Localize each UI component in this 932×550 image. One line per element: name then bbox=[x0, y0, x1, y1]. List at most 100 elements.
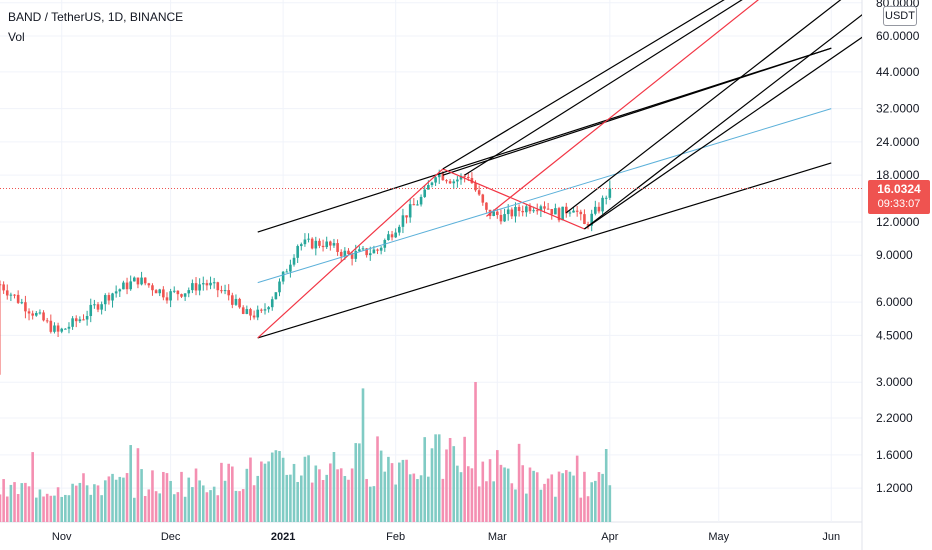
candle-body bbox=[267, 307, 270, 310]
candle-body bbox=[183, 293, 187, 297]
candle-body bbox=[53, 325, 56, 332]
volume-bar bbox=[180, 471, 183, 522]
candle-body bbox=[608, 188, 612, 198]
volume-bar bbox=[376, 436, 379, 522]
candle-body bbox=[85, 316, 89, 320]
volume-bar bbox=[543, 483, 546, 522]
price-axis: 1.2000 1.6000 2.2000 3.0000 4.5000 6.0000 9.00… bbox=[876, 0, 920, 495]
volume-bar bbox=[572, 475, 575, 522]
candle-body bbox=[594, 206, 597, 214]
volume-bar bbox=[343, 476, 347, 522]
candle-body bbox=[303, 239, 307, 245]
volume-bar bbox=[597, 472, 601, 522]
trend-line bbox=[442, 168, 585, 230]
candle-body bbox=[517, 206, 521, 211]
volume-bar bbox=[31, 452, 34, 522]
candle-body bbox=[419, 196, 423, 205]
candle-body bbox=[474, 183, 477, 191]
candle-body bbox=[158, 289, 162, 294]
candle-body bbox=[220, 290, 223, 292]
volume-bar bbox=[579, 497, 583, 522]
volume-bar bbox=[307, 455, 310, 522]
volume-bar bbox=[49, 495, 53, 522]
volume-bar bbox=[296, 481, 299, 522]
candle-body bbox=[151, 285, 154, 291]
time-tick-label: Feb bbox=[386, 531, 405, 543]
candle-body bbox=[492, 211, 495, 216]
candle-body bbox=[514, 206, 517, 217]
volume-bar bbox=[492, 481, 495, 522]
candle-body bbox=[49, 320, 53, 332]
volume-bar bbox=[111, 473, 114, 522]
last-price-tag: 16.0324 09:33:07 bbox=[868, 180, 930, 214]
volume-bar bbox=[412, 473, 416, 522]
candle-body bbox=[191, 283, 194, 291]
candle-body bbox=[292, 257, 296, 265]
candle-body bbox=[601, 197, 604, 212]
price-tick-label: 80.0000 bbox=[876, 0, 920, 10]
candle-body bbox=[96, 304, 100, 310]
volume-bar bbox=[528, 467, 532, 522]
last-price-value: 16.0324 bbox=[877, 182, 921, 196]
candle-body bbox=[365, 248, 368, 256]
time-tick-label: May bbox=[708, 531, 729, 543]
currency-unit-badge[interactable]: USDT bbox=[883, 6, 917, 26]
volume-bar bbox=[85, 485, 89, 522]
volume-bar bbox=[350, 468, 354, 522]
candle-body bbox=[528, 206, 532, 212]
trend-line bbox=[257, 108, 832, 284]
volume-bar bbox=[187, 477, 191, 522]
volume-bar bbox=[133, 497, 136, 522]
candle-body bbox=[136, 277, 140, 285]
candle-body bbox=[329, 241, 332, 246]
candle-body bbox=[539, 206, 543, 211]
candle-body bbox=[427, 185, 430, 190]
volume-bar bbox=[118, 476, 122, 522]
volume-bar bbox=[270, 452, 274, 522]
volume-bar bbox=[568, 471, 572, 522]
candle-body bbox=[82, 319, 85, 321]
volume-bar bbox=[590, 482, 593, 522]
volume-bar bbox=[67, 495, 71, 522]
volume-bar bbox=[575, 455, 579, 522]
candle-body bbox=[568, 212, 572, 214]
volume-bar bbox=[474, 382, 477, 522]
volume-bar bbox=[89, 494, 93, 522]
candle-body bbox=[412, 204, 416, 206]
candle-body bbox=[368, 253, 372, 256]
volume-bar bbox=[525, 493, 528, 522]
volume-bar bbox=[24, 482, 27, 522]
volume-bar bbox=[201, 485, 205, 522]
volume-bar bbox=[129, 445, 132, 522]
candle-body bbox=[24, 302, 27, 312]
candle-body bbox=[165, 297, 169, 301]
candle-body bbox=[216, 282, 220, 291]
volume-bar bbox=[521, 465, 525, 522]
candle-body bbox=[325, 241, 328, 248]
volume-bar bbox=[260, 461, 263, 522]
volume-bar bbox=[496, 450, 499, 522]
volume-legend: Vol bbox=[8, 30, 25, 44]
candle-body bbox=[260, 309, 263, 311]
volume-bar bbox=[379, 450, 383, 522]
volume-bar bbox=[535, 472, 539, 522]
candle-body bbox=[205, 283, 209, 286]
candle-body bbox=[107, 295, 111, 301]
volume-bar bbox=[499, 464, 503, 522]
volume-bar bbox=[45, 493, 49, 522]
volume-bar bbox=[100, 495, 103, 522]
candle-body bbox=[387, 234, 390, 241]
volume-bar bbox=[74, 485, 78, 522]
volume-bar bbox=[220, 462, 223, 522]
volume-bar bbox=[223, 480, 227, 522]
candle-body bbox=[314, 240, 318, 249]
candle-body bbox=[209, 282, 212, 286]
price-tick-label: 9.0000 bbox=[876, 248, 913, 262]
candle-body bbox=[408, 204, 412, 218]
volume-bar bbox=[93, 484, 96, 522]
volume-bar bbox=[594, 480, 597, 522]
volume-bar bbox=[561, 473, 564, 522]
volume-bar bbox=[423, 437, 427, 522]
volume-bar bbox=[427, 476, 430, 522]
